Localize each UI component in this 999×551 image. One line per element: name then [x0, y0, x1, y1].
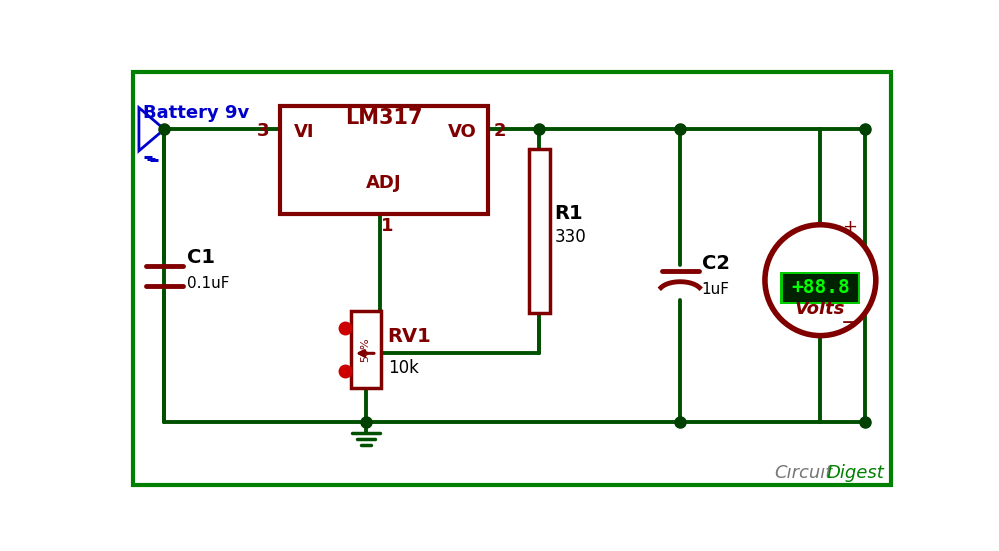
- Bar: [352, 311, 381, 388]
- Text: C2: C2: [701, 255, 730, 273]
- Text: 1uF: 1uF: [701, 282, 730, 297]
- Text: 2: 2: [494, 122, 506, 140]
- Text: 0.1uF: 0.1uF: [188, 276, 230, 291]
- Text: VO: VO: [448, 123, 477, 142]
- Text: Battery 9v: Battery 9v: [143, 104, 249, 122]
- Text: +: +: [842, 218, 857, 236]
- Text: Cırcuıt: Cırcuıt: [774, 464, 832, 482]
- Text: 330: 330: [554, 228, 586, 246]
- Bar: [528, 149, 550, 312]
- Text: VI: VI: [294, 123, 315, 142]
- Text: 50%: 50%: [361, 337, 371, 362]
- Text: RV1: RV1: [388, 327, 432, 346]
- Circle shape: [765, 225, 876, 336]
- Bar: [280, 106, 488, 214]
- Text: 10k: 10k: [388, 359, 419, 376]
- Bar: [780, 272, 860, 304]
- Text: C1: C1: [188, 249, 216, 267]
- Text: 3: 3: [257, 122, 269, 140]
- Text: R1: R1: [554, 204, 583, 223]
- Text: −: −: [841, 314, 858, 333]
- Text: +88.8: +88.8: [791, 278, 850, 298]
- Text: Digest: Digest: [826, 464, 884, 482]
- Text: Volts: Volts: [795, 300, 845, 318]
- Text: LM317: LM317: [345, 107, 423, 128]
- Text: 1: 1: [382, 217, 394, 235]
- Text: ADJ: ADJ: [366, 174, 402, 192]
- Bar: [782, 274, 858, 302]
